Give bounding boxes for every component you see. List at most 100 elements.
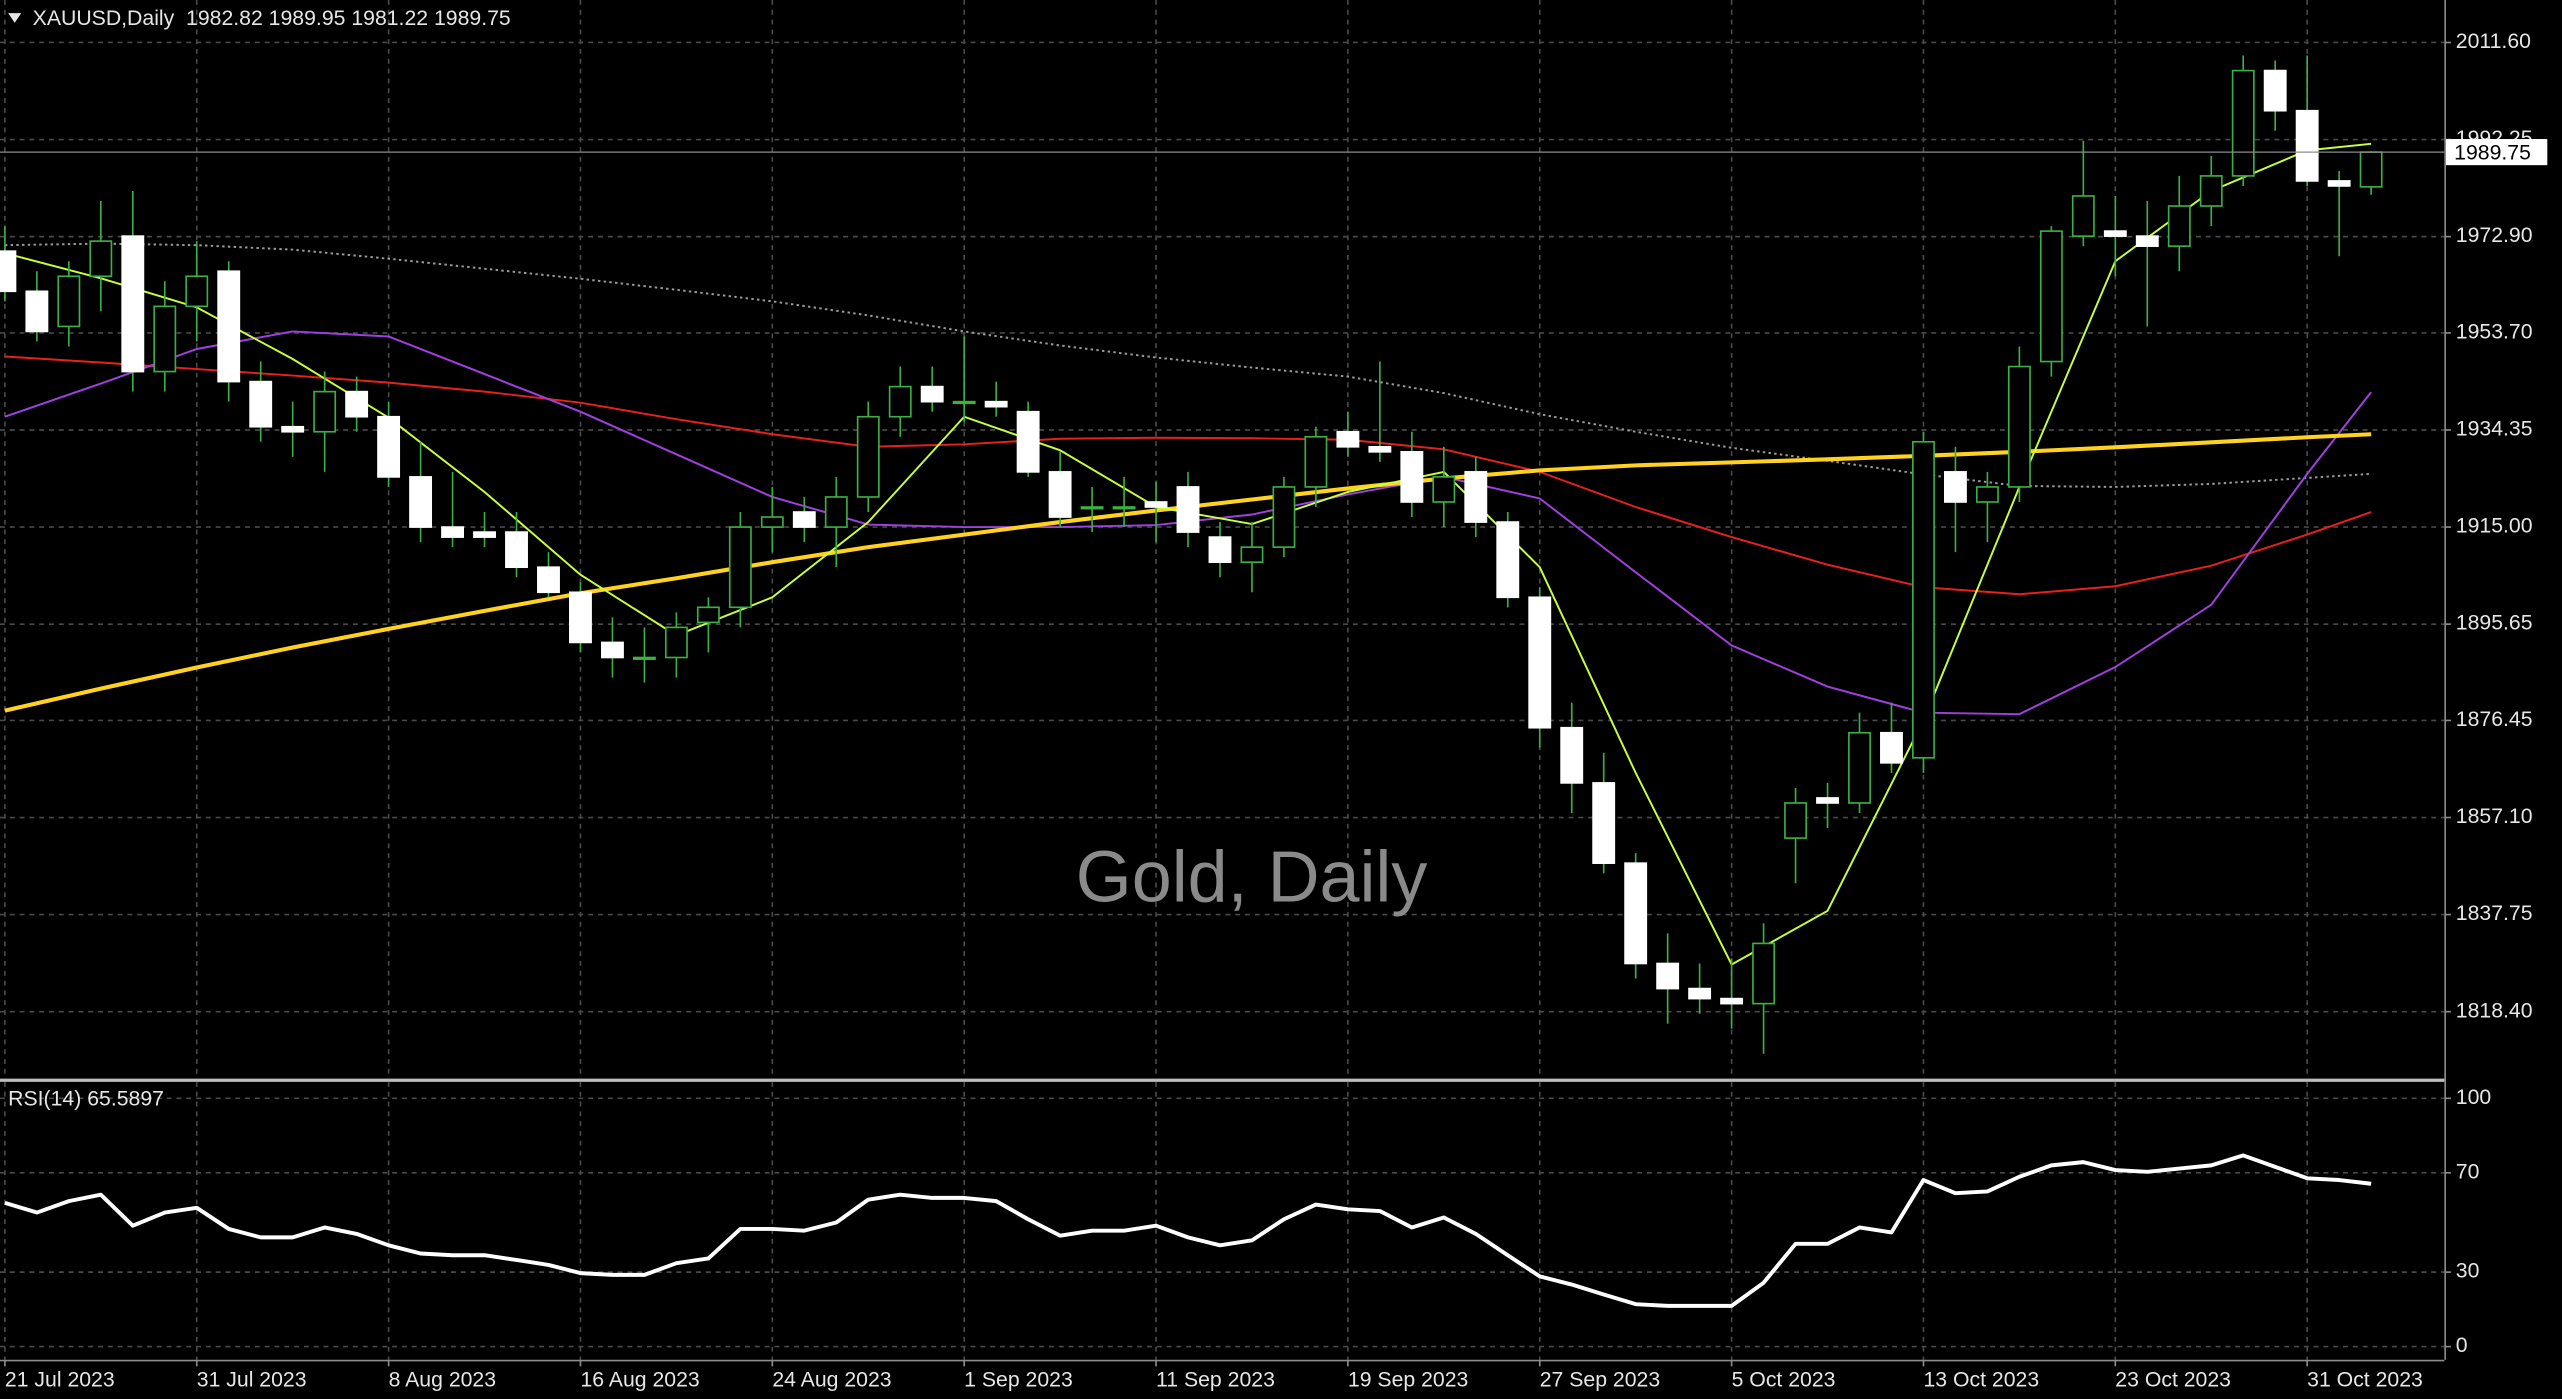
x-tick-label: 5 Oct 2023 (1732, 1368, 1836, 1392)
y-tick-label: 1934.35 (2456, 417, 2533, 441)
candle-body (1528, 596, 1552, 729)
candle-body (2199, 175, 2223, 207)
candle-body (2327, 180, 2351, 187)
candle-body (1144, 501, 1168, 508)
moving-average (4, 355, 2372, 596)
candle-body (1656, 962, 1680, 990)
candle-body (1752, 942, 1776, 1005)
moving-average (4, 432, 2372, 713)
candle-body (920, 385, 944, 403)
current-price-box (2445, 139, 2548, 166)
moving-average (4, 330, 2372, 716)
candle-body (2007, 365, 2031, 488)
candle-body (984, 400, 1008, 408)
candle-body (888, 385, 912, 418)
candle-body (1432, 476, 1456, 503)
candle-body (2071, 195, 2095, 237)
y-tick-label: 1915.00 (2456, 514, 2533, 538)
candle-body (1336, 430, 1360, 448)
candle-body (1720, 997, 1744, 1005)
candle-body (1112, 506, 1136, 510)
candle-body (377, 415, 401, 478)
candle-body (1368, 445, 1392, 453)
y-tick-label: 1895.65 (2456, 611, 2533, 635)
candle-body (505, 531, 528, 569)
moving-average (4, 242, 2372, 488)
candle-body (664, 626, 688, 659)
candle-body (824, 496, 848, 528)
rsi-line (4, 1153, 2372, 1308)
candle-body (2167, 205, 2191, 247)
candle-body (2295, 109, 2319, 182)
candle-body (2231, 69, 2255, 177)
candle-body (441, 526, 465, 538)
x-tick-label: 8 Aug 2023 (389, 1368, 496, 1392)
candle-body (57, 275, 81, 328)
candle-body (760, 516, 784, 528)
candle-body (1688, 987, 1712, 1000)
candle-body (89, 240, 113, 278)
candle-body (121, 235, 145, 373)
y-tick-label: 1857.10 (2456, 804, 2533, 828)
candle-body (1080, 506, 1104, 510)
candle-body (1816, 797, 1839, 804)
candle-body (345, 390, 369, 418)
x-tick-label: 19 Sep 2023 (1348, 1368, 1468, 1392)
candle-body (1016, 410, 1040, 473)
candle-body (728, 526, 752, 609)
symbol-menu-arrow[interactable] (8, 13, 22, 23)
candle-body (1880, 731, 1903, 764)
x-tick-label: 24 Aug 2023 (772, 1368, 891, 1392)
candle-body (2359, 151, 2383, 188)
candle-body (601, 641, 624, 659)
y-tick-label: 1818.40 (2456, 998, 2533, 1022)
x-tick-label: 11 Sep 2023 (1156, 1368, 1275, 1392)
y-tick-label: 1972.90 (2456, 223, 2533, 247)
y-tick-label: 2011.60 (2456, 29, 2531, 53)
candle-body (569, 591, 592, 644)
x-tick-label: 31 Jul 2023 (197, 1368, 307, 1392)
candle-body (1176, 486, 1200, 533)
candle-body (696, 606, 720, 624)
candle-body (1912, 440, 1935, 759)
candle-body (952, 400, 976, 405)
candle-body (1496, 521, 1520, 599)
candle-body (2135, 235, 2159, 247)
candle-body (1624, 862, 1648, 965)
candle-body (537, 566, 560, 594)
candle-body (0, 250, 17, 293)
x-tick-label: 31 Oct 2023 (2307, 1368, 2423, 1392)
candle-body (281, 425, 305, 433)
candle-body (249, 380, 273, 428)
x-tick-label: 16 Aug 2023 (580, 1368, 699, 1392)
candle-body (1975, 486, 1999, 503)
candle-body (1240, 546, 1264, 564)
x-tick-label: 23 Oct 2023 (2115, 1368, 2231, 1392)
candle-body (1560, 726, 1584, 784)
x-tick-label: 21 Jul 2023 (5, 1368, 115, 1392)
x-tick-label: 1 Sep 2023 (964, 1368, 1073, 1392)
candle-body (856, 415, 880, 498)
current-price-label: 1989.75 (2454, 140, 2531, 164)
chart-title: XAUUSD,Daily 1982.82 1989.95 1981.22 198… (33, 6, 511, 30)
candle-body (1272, 486, 1296, 548)
y-tick-label: 1953.70 (2456, 320, 2533, 344)
candle-body (185, 275, 209, 308)
candle-body (217, 270, 241, 383)
candle-body (473, 531, 496, 538)
y-tick-label: 30 (2456, 1259, 2480, 1283)
candle-body (792, 511, 816, 528)
x-tick-label: 27 Sep 2023 (1540, 1368, 1660, 1392)
y-tick-label: 100 (2456, 1085, 2491, 1109)
candle-body (1848, 731, 1871, 804)
candle-body (1464, 471, 1488, 523)
x-tick-label: 13 Oct 2023 (1923, 1368, 2039, 1392)
candle-body (153, 305, 177, 373)
candle-body (313, 390, 337, 433)
candle-body (1400, 451, 1424, 503)
y-tick-label: 1837.75 (2456, 901, 2533, 925)
candle-body (2103, 230, 2127, 237)
candle-body (2039, 230, 2063, 363)
candle-body (25, 290, 49, 333)
